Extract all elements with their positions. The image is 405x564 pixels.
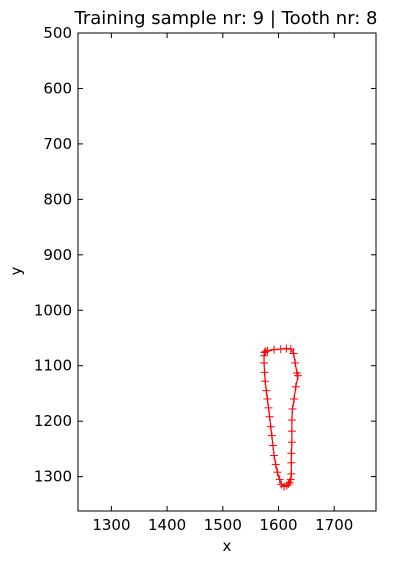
data-point (291, 359, 299, 367)
y-tick-label: 700 (43, 135, 72, 153)
data-point (263, 395, 271, 403)
y-tick-label: 500 (43, 24, 72, 42)
plot-frame (78, 33, 376, 511)
y-tick-label: 1200 (34, 412, 72, 430)
y-tick-label: 900 (43, 246, 72, 264)
plot-area (260, 345, 302, 491)
data-point (288, 416, 296, 424)
data-point (270, 346, 278, 354)
y-tick-label: 1100 (34, 357, 72, 375)
data-point (288, 405, 296, 413)
chart-title: Training sample nr: 9 | Tooth nr: 8 (73, 8, 377, 29)
x-tick-label: 1300 (92, 516, 130, 534)
axes: 1300 1400 1500 1600 1700 500 600 700 800 900 1000 1… (34, 24, 376, 534)
y-tick-label: 600 (43, 79, 72, 97)
data-point (262, 387, 270, 395)
data-point (267, 423, 275, 431)
data-point (282, 345, 290, 353)
data-point (277, 345, 285, 353)
data-point (268, 432, 276, 440)
data-point (290, 395, 298, 403)
data-point (269, 442, 277, 450)
x-tick-label: 1700 (315, 516, 353, 534)
data-point (288, 427, 296, 435)
y-axis-label: y (7, 266, 25, 275)
data-point (292, 383, 300, 391)
data-point (266, 413, 274, 421)
data-point (272, 460, 280, 468)
data-point (261, 377, 269, 385)
x-axis-label: x (223, 537, 232, 555)
x-tick-label: 1500 (204, 516, 242, 534)
y-tick-label: 1300 (34, 468, 72, 486)
data-point (276, 475, 284, 483)
data-point (260, 352, 268, 360)
data-point (264, 404, 272, 412)
y-tick-label: 1000 (34, 301, 72, 319)
x-tick-label: 1600 (259, 516, 297, 534)
data-point (287, 449, 295, 457)
data-point (287, 459, 295, 467)
data-point (260, 359, 268, 367)
data-point (270, 452, 278, 460)
data-point (287, 470, 295, 478)
data-point (262, 347, 270, 355)
data-point (261, 368, 269, 376)
data-point (288, 438, 296, 446)
x-tick-label: 1400 (148, 516, 186, 534)
data-point (273, 468, 281, 476)
y-tick-label: 800 (43, 190, 72, 208)
